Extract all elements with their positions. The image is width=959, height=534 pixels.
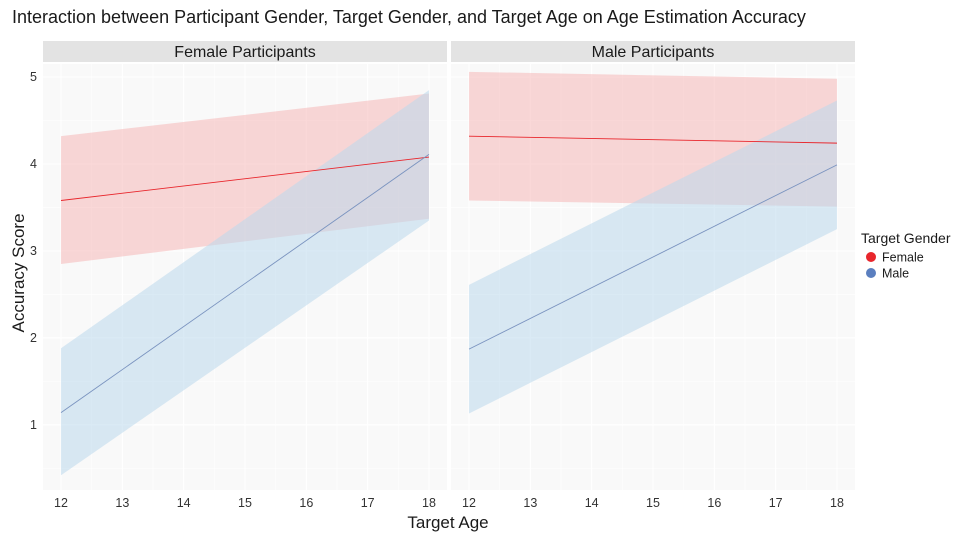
y-tick-label: 2 (30, 331, 37, 345)
legend-marker-female (866, 252, 876, 262)
legend-marker-male (866, 268, 876, 278)
legend-title: Target Gender (861, 230, 951, 246)
series-line-male (60, 154, 430, 413)
facet-strip-label: Male Participants (592, 44, 715, 61)
x-axis-label: Target Age (407, 513, 488, 532)
y-tick-label: 3 (30, 244, 37, 258)
legend-label-female: Female (882, 251, 924, 265)
chart-title: Interaction between Participant Gender, … (12, 7, 806, 27)
series-line-male (468, 164, 838, 350)
y-tick-label: 1 (30, 418, 37, 432)
x-tick-label: 16 (299, 496, 313, 510)
x-tick-label: 17 (769, 496, 783, 510)
x-tick-label: 15 (238, 496, 252, 510)
legend: Target Gender Female Male (861, 230, 951, 281)
x-tick-label: 14 (177, 496, 191, 510)
x-tick-label: 12 (462, 496, 476, 510)
x-tick-label: 14 (585, 496, 599, 510)
facet-strip-label: Female Participants (174, 44, 315, 61)
y-axis-label: Accuracy Score (9, 213, 28, 332)
series-line-female (468, 135, 838, 144)
y-tick-label: 5 (30, 70, 37, 84)
x-tick-label: 17 (361, 496, 375, 510)
legend-label-male: Male (882, 267, 909, 281)
legend-entries: Female Male (866, 251, 924, 281)
series-line-female (60, 156, 430, 201)
x-tick-label: 12 (54, 496, 68, 510)
confidence-band-male (61, 90, 429, 476)
x-tick-label: 15 (646, 496, 660, 510)
y-tick-label: 4 (30, 157, 37, 171)
x-tick-label: 16 (707, 496, 721, 510)
panel-2: Male Participants 12 13 14 15 16 17 18 (451, 41, 855, 510)
x-tick-label: 13 (115, 496, 129, 510)
x-tick-label: 18 (830, 496, 844, 510)
facet-strip (451, 41, 855, 62)
x-tick-label: 18 (422, 496, 436, 510)
facet-strip (43, 41, 447, 62)
x-tick-label: 13 (523, 496, 537, 510)
